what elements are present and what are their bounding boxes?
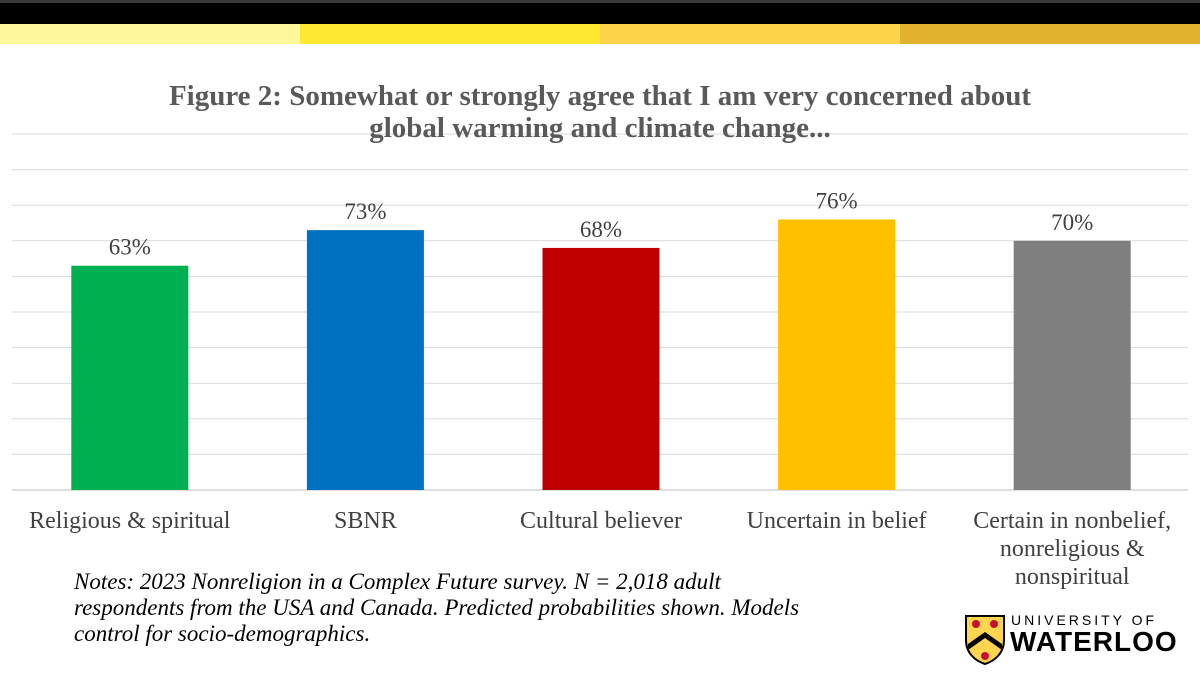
stripe-segment-1 xyxy=(0,24,300,44)
data-label-4: 76% xyxy=(816,188,858,213)
category-label-4: Uncertain in belief xyxy=(747,508,927,534)
category-label-2: SBNR xyxy=(334,508,397,534)
bar-2 xyxy=(306,230,424,490)
top-black-bar xyxy=(0,0,1200,24)
notes-text: Notes: 2023 Nonreligion in a Complex Fut… xyxy=(74,569,800,646)
chart-title: Figure 2: Somewhat or strongly agree tha… xyxy=(168,80,1032,144)
university-logo: UNIVERSITY OF WATERLOO xyxy=(964,610,1194,670)
data-label-3: 68% xyxy=(580,217,622,242)
data-label-2: 73% xyxy=(344,199,386,224)
bar-5 xyxy=(1013,240,1131,490)
category-label-3: Cultural believer xyxy=(520,508,682,534)
data-label-5: 70% xyxy=(1051,210,1093,235)
stripe-segment-3 xyxy=(600,24,900,44)
bar-3 xyxy=(542,247,660,490)
category-label-5: Certain in nonbelief, nonreligious & nonsp… xyxy=(973,508,1171,590)
stripe-segment-2 xyxy=(300,24,600,44)
logo-line-1: UNIVERSITY OF xyxy=(1011,612,1158,628)
stripe-segment-4 xyxy=(900,24,1200,44)
bar-1 xyxy=(71,265,189,490)
bar-4 xyxy=(778,219,896,490)
category-label-1: Religious & spiritual xyxy=(29,508,231,534)
logo-line-2: WATERLOO xyxy=(1010,626,1178,657)
color-stripe xyxy=(0,24,1200,44)
data-label-1: 63% xyxy=(109,235,151,260)
shield-icon xyxy=(965,615,1005,666)
